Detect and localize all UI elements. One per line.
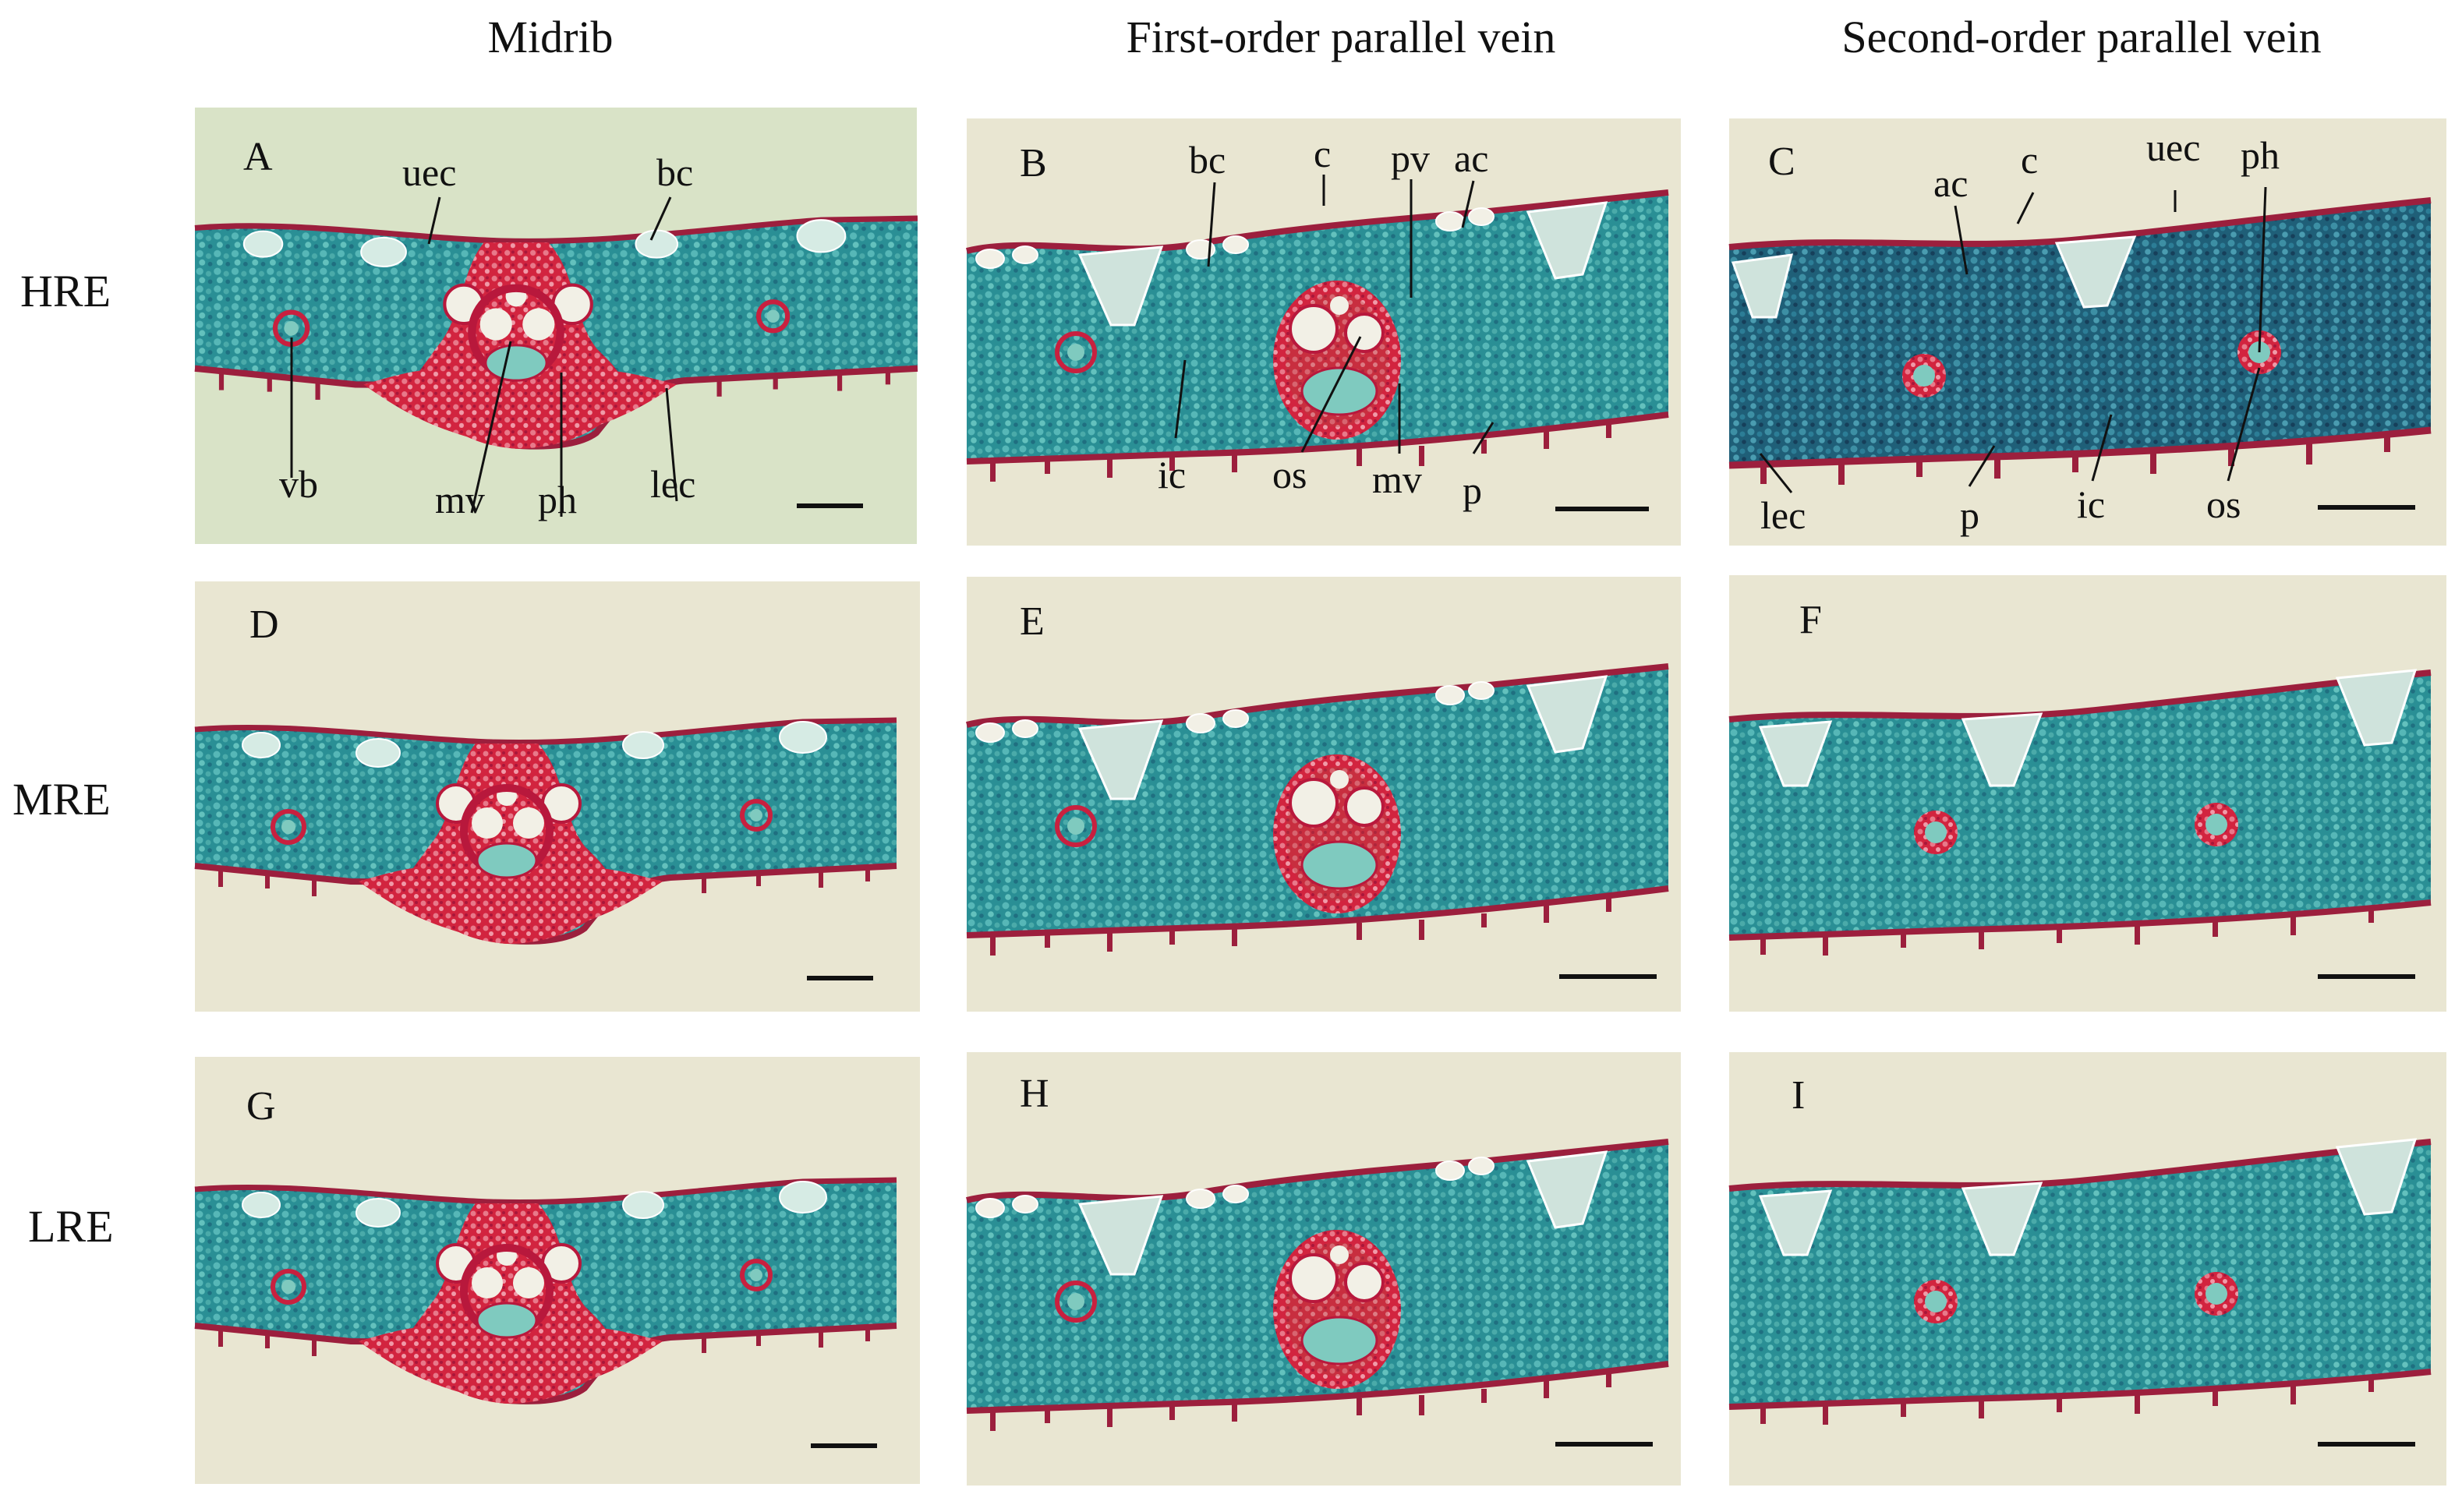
label-c-c: c [2021, 138, 2038, 182]
row-label-mre: MRE [12, 774, 111, 825]
row-label-hre: HRE [20, 266, 111, 316]
panel-D: D [195, 581, 920, 1012]
label-p-b: p [1463, 468, 1482, 512]
label-lec-c: lec [1760, 493, 1806, 537]
label-ac-c: ac [1933, 161, 1968, 205]
panel-letter-A: A [243, 135, 273, 179]
panel-letter-H: H [1020, 1072, 1049, 1116]
panel-E: E [967, 577, 1681, 1012]
label-bc-b: bc [1189, 138, 1226, 182]
panel-letter-I: I [1792, 1073, 1805, 1118]
label-c-b: c [1314, 132, 1331, 175]
label-uec-c: uec [2146, 125, 2200, 169]
label-os-c: os [2206, 482, 2241, 526]
label-uec: uec [402, 150, 456, 194]
panel-A: A uec bc vb mv ph lec [195, 108, 918, 544]
column-header-first-order-vein: First-order parallel vein [1126, 12, 1556, 62]
panel-B: B bc c pv ac ic os mv p [967, 118, 1681, 546]
panel-C: C ac c uec ph lec p ic os [1729, 118, 2446, 546]
panel-H: H [967, 1052, 1681, 1486]
panel-letter-F: F [1799, 598, 1822, 642]
label-ph-c: ph [2241, 133, 2280, 177]
label-ic-b: ic [1158, 453, 1186, 496]
label-ph: ph [538, 478, 577, 521]
panel-I: I [1729, 1052, 2446, 1486]
panel-letter-G: G [246, 1084, 276, 1129]
label-vb: vb [279, 462, 318, 506]
column-header-midrib: Midrib [487, 12, 614, 62]
panel-G: G [195, 1057, 920, 1484]
panel-letter-D: D [249, 602, 279, 647]
label-mv: mv [435, 478, 485, 521]
panel-F: F [1729, 575, 2446, 1012]
panel-letter-C: C [1768, 140, 1795, 184]
label-bc: bc [656, 150, 693, 194]
panel-letter-E: E [1020, 599, 1045, 644]
label-pv: pv [1391, 136, 1430, 180]
label-lec: lec [650, 462, 695, 506]
row-label-lre: LRE [28, 1201, 114, 1252]
label-ac-b: ac [1454, 136, 1488, 180]
label-ic-c: ic [2077, 482, 2105, 526]
label-os-b: os [1272, 453, 1307, 496]
label-p-c: p [1960, 493, 1979, 537]
column-header-second-order-vein: Second-order parallel vein [1841, 12, 2322, 62]
panel-letter-B: B [1020, 141, 1047, 185]
label-mv-b: mv [1372, 457, 1422, 501]
